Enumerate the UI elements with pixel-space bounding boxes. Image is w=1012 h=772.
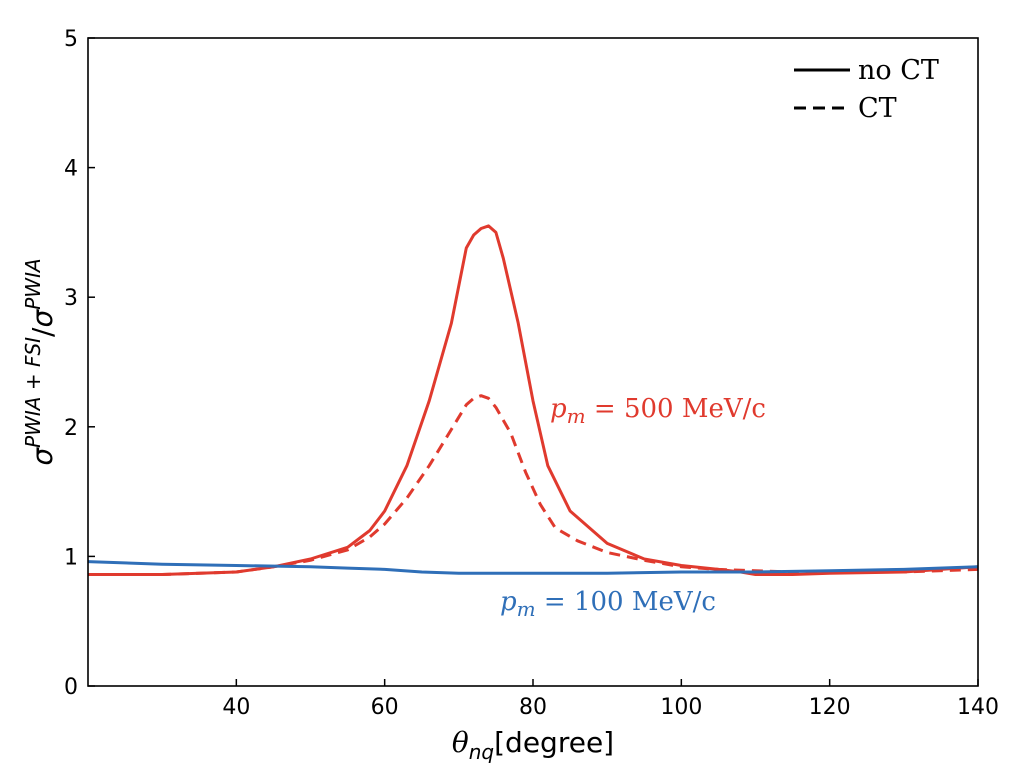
legend-label-no-ct: no CT	[858, 55, 939, 86]
annotation-pm-100: pm = 100 MeV/c	[500, 587, 716, 621]
y-tick-label: 5	[64, 27, 78, 52]
x-tick-label: 100	[660, 695, 702, 720]
x-tick-label: 140	[957, 695, 999, 720]
annotation-pm-100-text: = 100 MeV/c	[536, 587, 716, 617]
series-line-2	[87, 560, 979, 575]
legend: no CT CT	[794, 55, 939, 124]
legend-label-ct: CT	[858, 93, 897, 124]
series-line-0	[88, 224, 979, 576]
series-line-1	[88, 394, 979, 576]
x-tick-label: 60	[371, 695, 399, 720]
x-tick-label: 80	[519, 695, 547, 720]
y-tick-label: 0	[64, 675, 78, 700]
y-axis-title: σPWIA + FSI/σPWIA	[21, 258, 59, 465]
annotation-pm-500-text: = 500 MeV/c	[586, 394, 766, 424]
annotation-pm-100-sub: m	[517, 597, 536, 621]
annotation-pm-100-symbol: p	[500, 587, 517, 617]
annotation-pm-500: pm = 500 MeV/c	[550, 394, 766, 428]
plot-frame	[87, 37, 979, 687]
x-axis-title: θnq[degree]	[452, 726, 614, 764]
y-tick-label: 1	[64, 545, 78, 570]
x-tick-label: 40	[222, 695, 250, 720]
ticks-layer: 40 60 80 100 120 140 0 1 2 3 4 5	[64, 27, 999, 720]
y-tick-label: 2	[64, 416, 78, 441]
y-tick-label: 3	[64, 286, 78, 311]
x-tick-label: 120	[809, 695, 851, 720]
series-layer	[87, 224, 979, 576]
y-tick-label: 4	[64, 157, 78, 182]
annotation-pm-500-symbol: p	[550, 394, 567, 424]
annotation-pm-500-sub: m	[567, 404, 586, 428]
